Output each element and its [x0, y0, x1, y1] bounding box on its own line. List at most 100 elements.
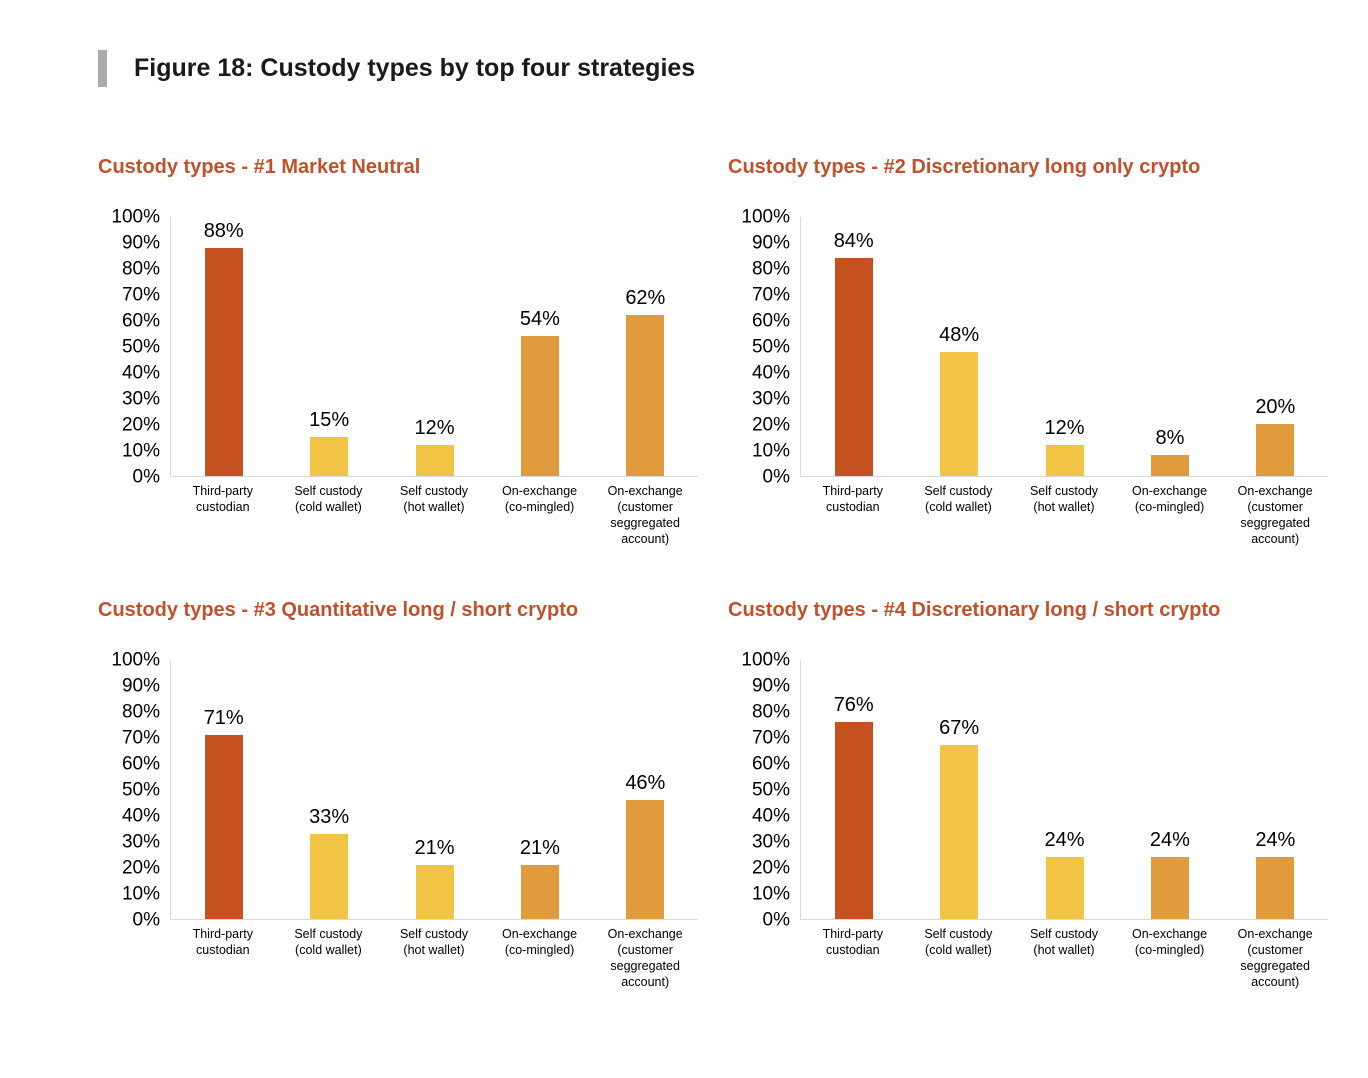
title-accent-bar: [98, 50, 107, 87]
y-tick-label: 40%: [751, 362, 790, 384]
x-tick-label: Third-party custodian: [192, 484, 254, 514]
chart-body: 100% 90% 80% 70% 60% 50% 40% 30% 20% 10% 0% 71% 33%…: [98, 651, 698, 990]
x-axis-labels: Third-party custodian Self custody (cold …: [800, 926, 1328, 990]
y-tick-label: 60%: [121, 753, 160, 775]
bar: [1150, 455, 1189, 476]
bar-value-label: 76%: [833, 694, 874, 717]
bar-value-label: 15%: [309, 409, 350, 432]
chart-title: Custody types - #1 Market Neutral: [98, 156, 421, 178]
bar: [1045, 856, 1084, 919]
chart-discretionary-long-short: Custody types - #4 Discretionary long / …: [728, 599, 1328, 990]
bar: [940, 351, 979, 476]
y-tick-label: 60%: [751, 310, 790, 332]
bar-group: 8%: [1117, 217, 1222, 476]
y-tick-label: 40%: [121, 805, 160, 827]
chart-market-neutral: Custody types - #1 Market Neutral 100% 90…: [98, 156, 698, 547]
bar-value-label: 71%: [203, 707, 244, 730]
y-tick-label: 90%: [751, 232, 790, 254]
bar-value-label: 8%: [1155, 427, 1185, 450]
bar: [940, 745, 979, 919]
y-tick-label: 10%: [121, 883, 160, 905]
bar: [310, 833, 349, 919]
bar: [1150, 856, 1189, 919]
y-tick-label: 20%: [751, 414, 790, 436]
bar: [834, 258, 873, 476]
y-tick-label: 10%: [751, 440, 790, 462]
x-tick-label: On-exchange (customer seggregated accoun…: [607, 484, 683, 546]
y-tick-label: 30%: [751, 388, 790, 410]
chart-body: 100% 90% 80% 70% 60% 50% 40% 30% 20% 10% 0% 76% 67%…: [728, 651, 1328, 990]
x-tick-label: Self custody (cold wallet): [294, 484, 363, 514]
bar: [204, 735, 243, 919]
y-tick-label: 40%: [121, 362, 160, 384]
bar: [1256, 856, 1295, 919]
y-tick-label: 30%: [751, 831, 790, 853]
plot-column: 76% 67% 24% 24% 24% Third-party custodian Sel…: [800, 660, 1328, 990]
y-tick-label: 90%: [751, 675, 790, 697]
bar: [1256, 424, 1295, 476]
y-tick-label: 100%: [111, 206, 160, 228]
bar: [415, 864, 454, 919]
y-axis: 100% 90% 80% 70% 60% 50% 40% 30% 20% 10% 0%: [98, 208, 170, 487]
y-tick-label: 80%: [751, 701, 790, 723]
y-tick-label: 50%: [121, 336, 160, 358]
x-tick-label: Self custody (hot wallet): [399, 484, 469, 514]
y-axis: 100% 90% 80% 70% 60% 50% 40% 30% 20% 10% 0%: [728, 651, 800, 930]
bar: [520, 336, 559, 476]
bar-group: 88%: [171, 217, 276, 476]
bar-group: 33%: [276, 660, 381, 919]
bar-value-label: 84%: [833, 230, 874, 253]
x-axis-labels: Third-party custodian Self custody (cold …: [170, 483, 698, 547]
x-axis-labels: Third-party custodian Self custody (cold …: [170, 926, 698, 990]
figure-header: Figure 18: Custody types by top four str…: [98, 50, 695, 87]
bar-group: 12%: [382, 217, 487, 476]
bar-value-label: 21%: [414, 836, 455, 859]
y-tick-label: 50%: [121, 779, 160, 801]
bar-value-label: 33%: [309, 805, 350, 828]
y-tick-label: 80%: [121, 701, 160, 723]
y-tick-label: 0%: [762, 909, 790, 931]
bar-group: 54%: [487, 217, 592, 476]
bar-value-label: 21%: [519, 836, 560, 859]
y-tick-label: 60%: [121, 310, 160, 332]
y-tick-label: 90%: [121, 675, 160, 697]
bar-group: 46%: [593, 660, 698, 919]
y-tick-label: 20%: [121, 857, 160, 879]
chart-body: 100% 90% 80% 70% 60% 50% 40% 30% 20% 10% 0% 88% 15%…: [98, 208, 698, 547]
x-tick-label: Self custody (cold wallet): [924, 927, 993, 957]
chart-title: Custody types - #3 Quantitative long / s…: [98, 599, 579, 621]
y-tick-label: 30%: [121, 388, 160, 410]
bar-value-label: 62%: [625, 287, 666, 310]
x-tick-label: On-exchange (co-mingled): [1132, 484, 1208, 514]
y-tick-label: 70%: [751, 727, 790, 749]
bar-group: 24%: [1117, 660, 1222, 919]
bar-value-label: 67%: [939, 717, 980, 740]
x-tick-label: On-exchange (customer seggregated accoun…: [1237, 484, 1313, 546]
x-tick-label: Self custody (hot wallet): [1029, 927, 1099, 957]
x-tick-label: On-exchange (customer seggregated accoun…: [607, 927, 683, 989]
bar-value-label: 20%: [1255, 396, 1296, 419]
y-tick-label: 0%: [132, 466, 160, 488]
bar: [415, 444, 454, 476]
y-tick-label: 70%: [751, 284, 790, 306]
plot-area: 84% 48% 12% 8% 20%: [800, 217, 1328, 477]
bar: [310, 437, 349, 476]
bar-value-label: 48%: [939, 323, 980, 346]
x-tick-label: Self custody (hot wallet): [399, 927, 469, 957]
plot-area: 71% 33% 21% 21% 46%: [170, 660, 698, 920]
x-tick-label: Self custody (hot wallet): [1029, 484, 1099, 514]
bar-value-label: 12%: [1044, 416, 1085, 439]
bar-group: 12%: [1012, 217, 1117, 476]
x-tick-label: Self custody (cold wallet): [294, 927, 363, 957]
bar-group: 21%: [487, 660, 592, 919]
bar-value-label: 24%: [1044, 828, 1085, 851]
y-tick-label: 100%: [111, 649, 160, 671]
x-tick-label: Third-party custodian: [822, 927, 884, 957]
y-tick-label: 70%: [121, 284, 160, 306]
bar: [520, 864, 559, 919]
y-tick-label: 80%: [751, 258, 790, 280]
bar-group: 21%: [382, 660, 487, 919]
y-tick-label: 10%: [121, 440, 160, 462]
bar-group: 20%: [1223, 217, 1328, 476]
